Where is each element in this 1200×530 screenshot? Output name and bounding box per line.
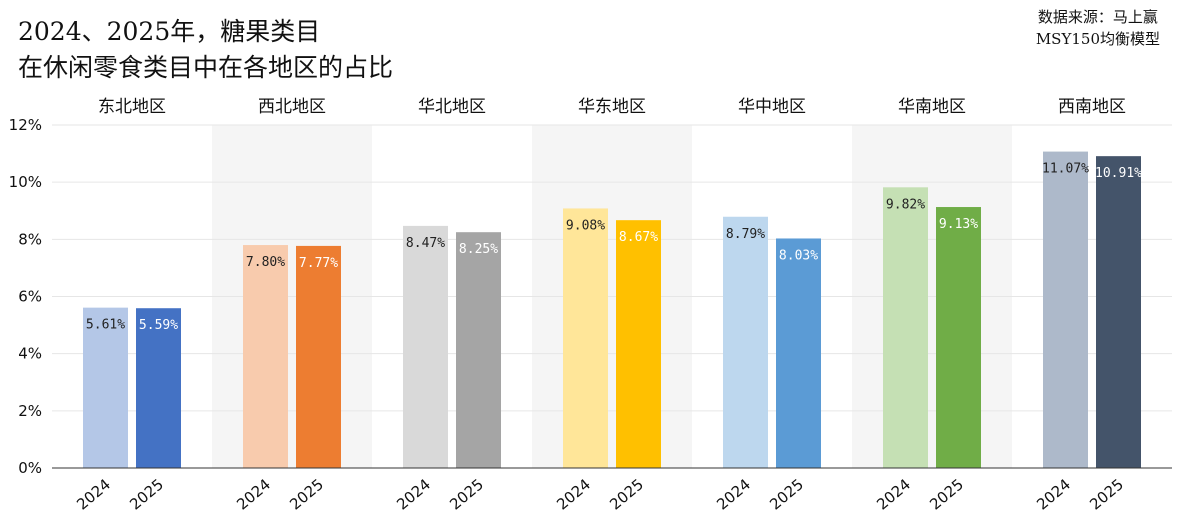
y-tick-label: 12%: [9, 116, 42, 134]
x-tick-label: 2025: [446, 475, 487, 513]
bar-2024: [243, 245, 288, 468]
bar-2024: [403, 225, 448, 468]
bar-2025: [136, 308, 181, 468]
x-tick-label: 2025: [766, 475, 807, 513]
region-label: 东北地区: [98, 97, 166, 117]
x-tick-label: 2025: [1086, 475, 1127, 513]
x-tick-label: 2024: [553, 475, 594, 513]
y-tick-label: 8%: [18, 230, 42, 248]
x-tick-label: 2025: [926, 475, 967, 513]
data-label: 9.82%: [886, 197, 925, 212]
data-label: 8.03%: [779, 248, 818, 263]
data-label: 10.91%: [1095, 166, 1142, 181]
y-tick-label: 0%: [18, 459, 42, 477]
chart-title: 2024、2025年，糖果类目 在休闲零食类目中在各地区的占比: [18, 14, 393, 86]
region-label: 西北地区: [258, 97, 326, 117]
y-tick-label: 4%: [18, 345, 42, 363]
data-label: 7.80%: [246, 255, 285, 270]
data-label: 11.07%: [1042, 162, 1089, 177]
x-tick-label: 2024: [393, 475, 434, 513]
bar-2024: [563, 208, 608, 469]
data-label: 7.77%: [299, 256, 338, 271]
region-label: 西南地区: [1058, 97, 1126, 117]
bar-2025: [616, 220, 661, 468]
data-source-note: 数据来源：马上赢 MSY150均衡模型: [1036, 6, 1160, 50]
bar-2024: [83, 307, 128, 468]
data-label: 8.47%: [406, 236, 445, 251]
region-label: 华中地区: [738, 97, 806, 117]
x-tick-label: 2024: [73, 475, 114, 513]
bar-2025: [296, 245, 341, 468]
region-label: 华东地区: [578, 97, 646, 117]
bar-2024: [883, 187, 928, 469]
chart-title-line1: 2024、2025年，糖果类目: [18, 17, 321, 46]
data-source-line1: 数据来源：马上赢: [1037, 8, 1158, 26]
bar-2025: [1096, 156, 1141, 469]
y-tick-label: 10%: [9, 173, 42, 191]
data-label: 5.59%: [139, 318, 178, 333]
data-label: 9.08%: [566, 218, 605, 233]
data-label: 5.61%: [86, 318, 125, 333]
y-tick-label: 6%: [18, 288, 42, 306]
bar-2025: [776, 238, 821, 468]
region-label: 华北地区: [418, 97, 486, 117]
data-label: 8.79%: [726, 227, 765, 242]
data-label: 9.13%: [939, 217, 978, 232]
x-tick-label: 2025: [286, 475, 327, 513]
x-tick-label: 2024: [233, 475, 274, 513]
region-label: 华南地区: [898, 97, 966, 117]
x-tick-label: 2024: [1033, 475, 1074, 513]
x-tick-label: 2024: [713, 475, 754, 513]
bar-2025: [456, 232, 501, 468]
bar-2024: [1043, 151, 1088, 468]
bar-2025: [936, 207, 981, 468]
chart-title-line2: 在休闲零食类目中在各地区的占比: [18, 53, 394, 82]
y-tick-label: 2%: [18, 402, 42, 420]
data-label: 8.25%: [459, 242, 498, 257]
x-tick-label: 2024: [873, 475, 914, 513]
x-tick-label: 2025: [126, 475, 167, 513]
x-tick-label: 2025: [606, 475, 647, 513]
bar-2024: [723, 216, 768, 468]
data-label: 8.67%: [619, 230, 658, 245]
data-source-line2: MSY150均衡模型: [1035, 30, 1160, 48]
